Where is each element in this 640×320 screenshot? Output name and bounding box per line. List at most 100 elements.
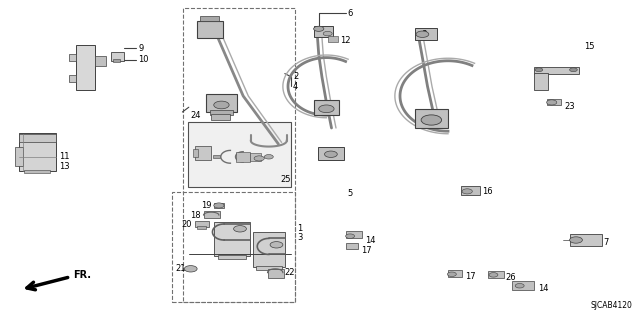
Circle shape xyxy=(264,155,273,159)
Circle shape xyxy=(323,31,332,36)
Circle shape xyxy=(462,189,472,194)
Bar xyxy=(200,16,219,21)
Bar xyxy=(534,67,579,74)
Bar xyxy=(318,147,344,160)
Text: 13: 13 xyxy=(59,162,70,171)
Bar xyxy=(15,147,23,166)
Bar xyxy=(188,122,291,187)
Bar xyxy=(448,270,462,277)
Text: 19: 19 xyxy=(201,201,211,210)
Bar xyxy=(534,73,548,90)
Bar xyxy=(206,94,237,112)
Circle shape xyxy=(570,68,577,72)
Text: 22: 22 xyxy=(285,268,295,277)
Text: 25: 25 xyxy=(280,175,291,184)
Bar xyxy=(95,56,106,66)
Text: FR.: FR. xyxy=(74,269,92,280)
Bar xyxy=(204,211,220,218)
Bar xyxy=(211,114,230,120)
Text: 8: 8 xyxy=(421,30,426,39)
Bar xyxy=(210,110,233,115)
Text: 18: 18 xyxy=(190,211,201,220)
Text: 11: 11 xyxy=(59,152,69,161)
Text: 6: 6 xyxy=(347,9,352,18)
Text: 5: 5 xyxy=(347,189,352,198)
Text: 4: 4 xyxy=(293,82,298,91)
Bar xyxy=(314,26,333,37)
Bar xyxy=(488,271,504,278)
Circle shape xyxy=(346,234,355,238)
Text: 2: 2 xyxy=(293,72,298,81)
Bar xyxy=(24,170,50,173)
Text: 17: 17 xyxy=(465,272,476,281)
Text: 14: 14 xyxy=(538,284,548,293)
Circle shape xyxy=(214,203,224,208)
Text: 10: 10 xyxy=(138,55,148,64)
Text: 16: 16 xyxy=(483,187,493,196)
Bar xyxy=(69,54,76,61)
Bar xyxy=(547,99,561,105)
Bar xyxy=(268,269,284,278)
Bar xyxy=(69,75,76,82)
Circle shape xyxy=(254,156,264,161)
Bar xyxy=(195,221,209,227)
Bar xyxy=(76,45,95,90)
Bar xyxy=(256,266,282,270)
Bar xyxy=(236,152,250,162)
Text: 1: 1 xyxy=(297,224,302,233)
Text: 26: 26 xyxy=(506,273,516,282)
Text: 12: 12 xyxy=(340,36,351,45)
Circle shape xyxy=(314,26,324,31)
Bar xyxy=(214,203,224,208)
Circle shape xyxy=(324,151,337,157)
Bar xyxy=(183,8,295,302)
Text: SJCAB4120: SJCAB4120 xyxy=(591,301,632,310)
Bar xyxy=(214,222,250,256)
Bar xyxy=(19,134,56,142)
Circle shape xyxy=(421,115,442,125)
Text: 9: 9 xyxy=(138,44,143,52)
Bar xyxy=(253,232,285,267)
Circle shape xyxy=(570,237,582,243)
Bar xyxy=(193,149,198,157)
Text: 14: 14 xyxy=(365,236,375,245)
Text: 17: 17 xyxy=(361,246,372,255)
Circle shape xyxy=(214,101,229,109)
Bar xyxy=(213,155,220,158)
Bar xyxy=(218,255,246,259)
Text: 23: 23 xyxy=(564,102,575,111)
Circle shape xyxy=(515,284,524,288)
Circle shape xyxy=(234,226,246,232)
Bar xyxy=(512,281,534,290)
Circle shape xyxy=(416,31,429,37)
Circle shape xyxy=(184,266,197,272)
Circle shape xyxy=(319,105,334,113)
Bar xyxy=(172,192,295,302)
Bar xyxy=(250,153,261,161)
Bar xyxy=(328,36,338,42)
Bar xyxy=(415,28,437,40)
Bar xyxy=(195,146,211,160)
Bar xyxy=(197,226,206,229)
Bar xyxy=(314,100,339,115)
Bar xyxy=(19,133,56,171)
Circle shape xyxy=(547,100,557,105)
Bar xyxy=(415,109,448,128)
Text: 15: 15 xyxy=(584,42,594,51)
Circle shape xyxy=(535,68,543,72)
Bar xyxy=(461,186,480,195)
Bar xyxy=(346,231,362,238)
Text: 7: 7 xyxy=(604,238,609,247)
Bar xyxy=(113,59,120,62)
Circle shape xyxy=(270,242,283,248)
Circle shape xyxy=(489,273,498,277)
Bar xyxy=(197,21,223,38)
Text: 24: 24 xyxy=(191,111,201,120)
Text: 21: 21 xyxy=(175,264,186,273)
Circle shape xyxy=(447,272,456,276)
Text: 3: 3 xyxy=(297,233,302,242)
Bar xyxy=(111,52,124,61)
Bar xyxy=(570,234,602,246)
Bar xyxy=(346,243,358,249)
Text: 20: 20 xyxy=(182,220,192,229)
